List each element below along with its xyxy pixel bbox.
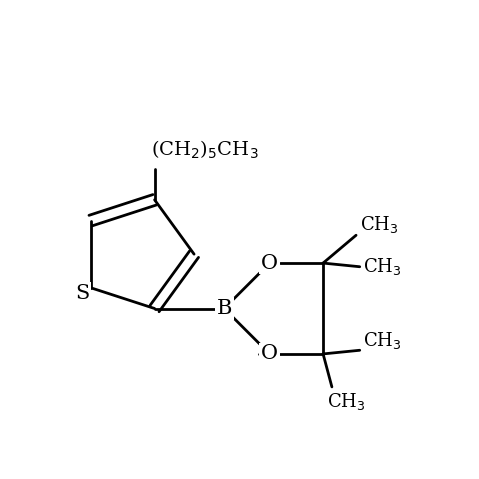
Text: CH$_3$: CH$_3$ <box>360 215 399 236</box>
Text: O: O <box>261 253 278 273</box>
Text: CH$_3$: CH$_3$ <box>364 256 402 277</box>
Text: O: O <box>261 344 278 364</box>
Text: CH$_3$: CH$_3$ <box>364 330 402 351</box>
Text: CH$_3$: CH$_3$ <box>327 391 365 412</box>
Text: S: S <box>75 284 89 303</box>
Text: B: B <box>217 299 232 318</box>
Text: (CH$_2$)$_5$CH$_3$: (CH$_2$)$_5$CH$_3$ <box>151 139 259 161</box>
